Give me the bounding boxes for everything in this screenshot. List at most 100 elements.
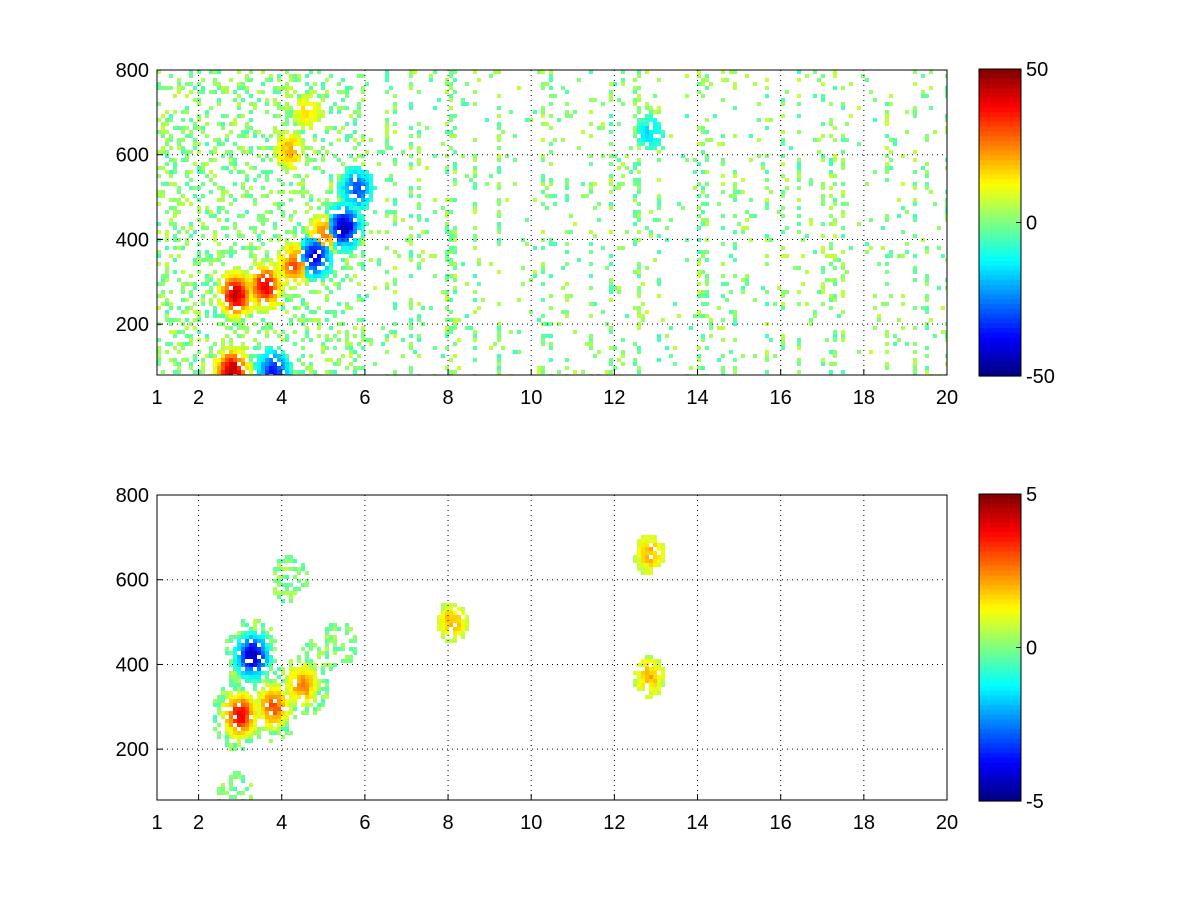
colorbar-swatch <box>979 107 1021 113</box>
colorbar-swatch <box>979 342 1021 348</box>
colorbar-swatch <box>979 738 1021 745</box>
x-tick-label: 10 <box>520 812 542 834</box>
colorbar-swatch <box>979 227 1021 233</box>
y-tick-label: 800 <box>116 60 149 82</box>
colorbar-swatch <box>979 546 1021 553</box>
colorbar-swatch <box>979 705 1021 711</box>
colorbar-swatch <box>979 628 1021 634</box>
x-tick-label: 8 <box>442 387 453 409</box>
x-tick-label: 18 <box>853 812 875 834</box>
colorbar-swatch <box>979 323 1021 329</box>
colorbar-swatch <box>979 155 1021 161</box>
colorbar-swatch <box>979 733 1021 740</box>
colorbar-swatch <box>979 188 1021 195</box>
colorbar-swatch <box>979 753 1021 759</box>
colorbar-swatch <box>979 551 1021 557</box>
colorbar-swatch <box>979 633 1021 639</box>
colorbar-swatch <box>979 537 1021 543</box>
colorbar-swatch <box>979 145 1021 152</box>
y-tick-label: 400 <box>116 229 149 251</box>
colorbar-swatch <box>979 494 1021 500</box>
colorbar-swatch <box>979 371 1021 377</box>
y-tick-label: 600 <box>116 570 149 592</box>
x-tick-label: 2 <box>193 812 204 834</box>
x-tick-label: 18 <box>853 387 875 409</box>
x-tick-label: 8 <box>442 812 453 834</box>
colorbar-swatch <box>979 772 1021 778</box>
x-tick-label: 1 <box>151 387 162 409</box>
colorbar-swatch <box>979 570 1021 577</box>
colorbar-tick-label: 0 <box>1026 213 1037 235</box>
colorbar-swatch <box>979 275 1021 281</box>
y-tick-label: 800 <box>116 485 149 507</box>
colorbar-swatch <box>979 618 1021 625</box>
colorbar-swatch <box>979 604 1021 610</box>
colorbar-swatch <box>979 565 1021 572</box>
x-tick-label: 14 <box>686 812 708 834</box>
colorbar-swatch <box>979 589 1021 596</box>
colorbar-swatch <box>979 352 1021 358</box>
heatmap-cells <box>213 535 665 800</box>
colorbar-swatch <box>979 78 1021 84</box>
colorbar-swatch <box>979 666 1021 673</box>
x-tick-label: 4 <box>276 387 287 409</box>
colorbar-swatch <box>979 743 1021 749</box>
colorbar-swatch <box>979 513 1021 519</box>
colorbar-swatch <box>979 709 1021 716</box>
colorbar-swatch <box>979 270 1021 276</box>
colorbar-swatch <box>979 232 1021 238</box>
colorbar-swatch <box>979 681 1021 687</box>
colorbar-swatch <box>979 356 1021 363</box>
colorbar-swatch <box>979 217 1021 224</box>
colorbar-swatch <box>979 585 1021 591</box>
colorbar-swatch <box>979 69 1021 75</box>
colorbar-swatch <box>979 366 1021 372</box>
colorbar-swatch <box>979 657 1021 663</box>
colorbar-swatch <box>979 136 1021 142</box>
colorbar-swatch <box>979 623 1021 629</box>
colorbar-swatch <box>979 97 1021 104</box>
colorbar-swatch <box>979 556 1021 562</box>
colorbar-swatch <box>979 786 1021 793</box>
axes-box <box>156 69 948 376</box>
y-tick-label: 200 <box>116 739 149 761</box>
colorbar-swatch <box>979 517 1021 524</box>
colorbar-swatch <box>979 647 1021 653</box>
colorbar-swatch <box>979 729 1021 735</box>
colorbar-swatch <box>979 594 1021 601</box>
colorbar-swatch <box>979 676 1021 682</box>
colorbar-swatch <box>979 637 1021 644</box>
colorbar-swatch <box>979 294 1021 300</box>
colorbar-swatch <box>979 796 1021 802</box>
colorbar-swatch <box>979 328 1021 334</box>
colorbar-swatch <box>979 222 1021 228</box>
colorbar-swatch <box>979 361 1021 368</box>
x-tick-label: 12 <box>603 387 625 409</box>
y-tick-label: 400 <box>116 654 149 676</box>
colorbar-swatch <box>979 757 1021 764</box>
y-tick-label: 200 <box>116 314 149 336</box>
colorbar-swatch <box>979 685 1021 692</box>
colorbar-swatch <box>979 575 1021 581</box>
colorbar-swatch <box>979 332 1021 339</box>
colorbar-swatch <box>979 522 1021 529</box>
colorbar-swatch <box>979 671 1021 677</box>
colorbar-swatch <box>979 121 1021 128</box>
colorbar-swatch <box>979 318 1021 324</box>
colorbar-swatch <box>979 498 1021 505</box>
x-tick-label: 4 <box>276 812 287 834</box>
x-tick-label: 12 <box>603 812 625 834</box>
colorbar-swatch <box>979 184 1021 190</box>
x-tick-label: 16 <box>770 812 792 834</box>
colorbar-swatch <box>979 791 1021 797</box>
colorbar-swatch <box>979 652 1021 658</box>
colorbar-swatch <box>979 748 1021 754</box>
x-tick-label: 2 <box>193 387 204 409</box>
colorbar-swatch <box>979 198 1021 204</box>
x-tick-label: 10 <box>520 387 542 409</box>
colorbar-swatch <box>979 131 1021 137</box>
colorbar: 5 0 -5 <box>978 484 1044 813</box>
colorbar-tick-label: -50 <box>1026 366 1055 388</box>
